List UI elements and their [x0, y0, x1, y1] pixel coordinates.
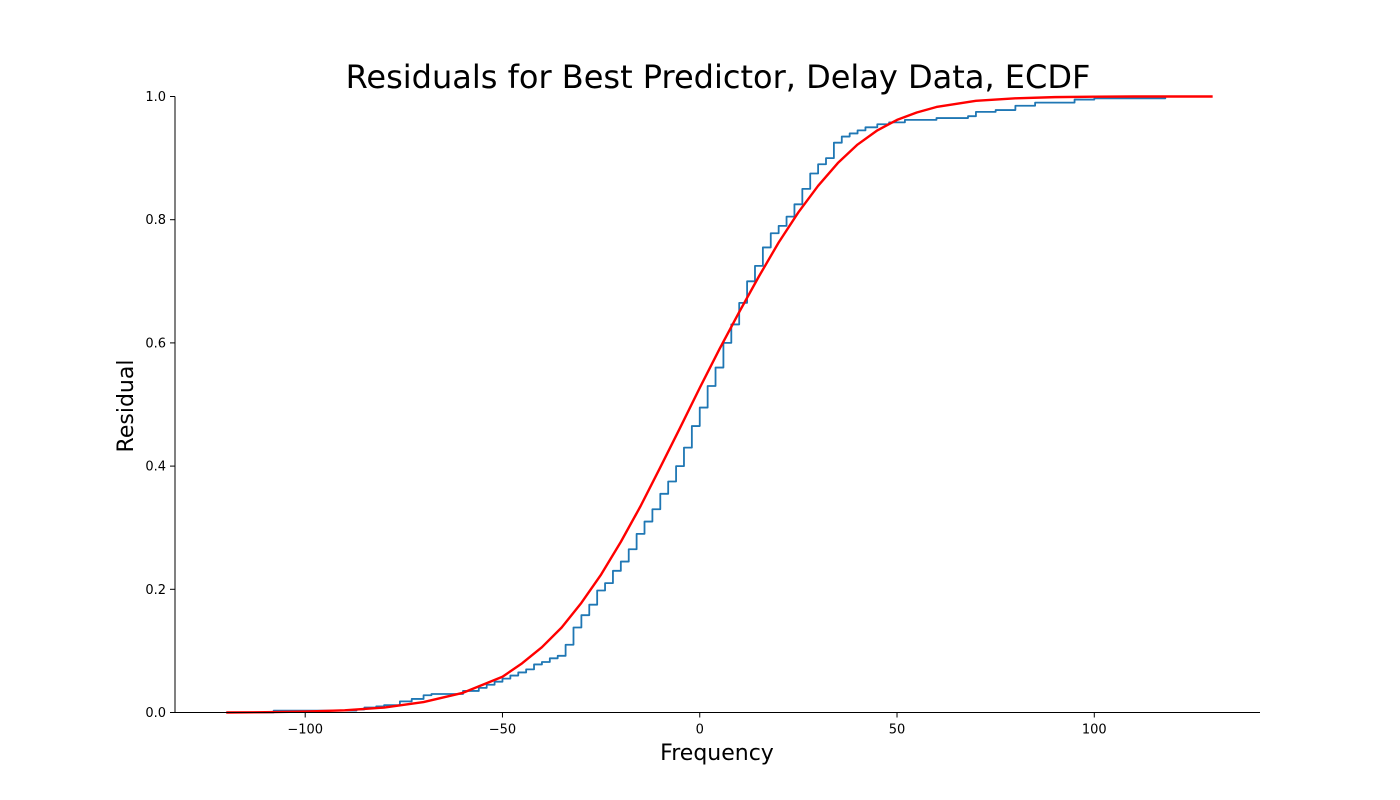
y-tick-label: 0.2 — [145, 583, 166, 598]
ecdf-step-line — [226, 96, 1167, 714]
y-tick-label: 1.0 — [145, 90, 166, 105]
fitted-normal-cdf-line — [226, 95, 1213, 714]
x-tick-label: 100 — [1082, 723, 1107, 738]
y-tick-label: 0.0 — [145, 706, 166, 721]
axis-ticks: −100 −50 0 50 100 0.0 0.2 0.4 0.6 0.8 1.0 — [145, 90, 1106, 738]
y-tick-label: 0.6 — [145, 336, 166, 351]
y-axis-label: Residual — [114, 360, 139, 453]
x-tick-label: −100 — [287, 723, 323, 738]
x-tick-label: −50 — [489, 723, 516, 738]
plot-series — [226, 95, 1213, 714]
y-tick-label: 0.8 — [145, 213, 166, 228]
chart-title: Residuals for Best Predictor, Delay Data… — [346, 58, 1091, 96]
x-axis-label: Frequency — [660, 741, 774, 766]
x-tick-label: 0 — [696, 723, 704, 738]
x-tick-label: 50 — [889, 723, 906, 738]
y-tick-label: 0.4 — [145, 460, 166, 475]
